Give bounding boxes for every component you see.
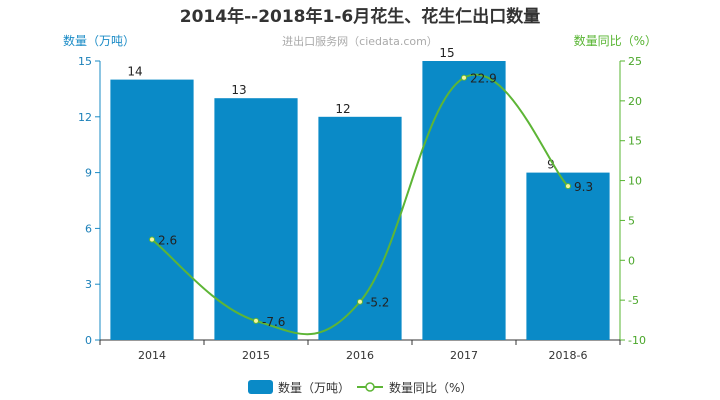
line-value-label: 2.6: [158, 234, 177, 248]
x-axis-tick-label: 2016: [346, 349, 374, 362]
line-point: [357, 298, 363, 305]
right-axis-tick-label: 15: [628, 135, 642, 148]
bar-value-label: 14: [127, 65, 142, 79]
left-axis-title: 数量（万吨）: [63, 33, 135, 48]
chart-title: 2014年--2018年1-6月花生、花生仁出口数量: [180, 6, 540, 27]
legend-bar-swatch: [248, 380, 273, 394]
plot-area: 0 3 6 9 12 15 -10 -5 0 5 10 15 20 25 2014 2015 2016 2017 2…: [78, 46, 646, 362]
right-axis-tick-label: -10: [628, 334, 646, 347]
legend-line-marker: [365, 382, 375, 392]
bar: [422, 61, 506, 340]
left-axis-tick-label: 6: [85, 222, 92, 235]
line-value-label: -7.6: [262, 315, 285, 329]
bar-value-label: 9: [547, 158, 555, 172]
line-value-label: -5.2: [366, 296, 389, 310]
right-axis-title: 数量同比（%）: [574, 33, 657, 48]
right-axis-tick-label: 0: [628, 254, 635, 267]
x-axis-tick-label: 2015: [242, 349, 270, 362]
left-axis-tick-label: 0: [85, 334, 92, 347]
right-axis-tick-label: 20: [628, 95, 642, 108]
right-axis-tick-label: -5: [628, 294, 639, 307]
bar-value-label: 15: [439, 46, 454, 60]
legend-line-label: 数量同比（%）: [389, 380, 472, 395]
bar-value-label: 13: [231, 83, 246, 97]
left-axis-tick-label: 9: [85, 167, 92, 180]
line-point: [565, 183, 571, 190]
left-axis-tick-label: 15: [78, 55, 92, 68]
legend-bar-label: 数量（万吨）: [278, 380, 350, 395]
x-axis-tick-label: 2018-6: [549, 349, 588, 362]
bar: [110, 79, 194, 340]
line-value-label: 22.9: [470, 72, 497, 86]
right-axis-tick-label: 10: [628, 175, 642, 188]
left-axis-tick-label: 12: [78, 111, 92, 124]
x-axis-tick-label: 2014: [138, 349, 166, 362]
line-point: [461, 74, 467, 81]
chart-subtitle: 进出口服务网（ciedata.com）: [282, 34, 438, 48]
bar: [214, 98, 298, 340]
bar: [526, 172, 610, 340]
line-value-label: 9.3: [574, 180, 593, 194]
line-point: [149, 236, 155, 243]
line-point: [253, 317, 259, 324]
bar-value-label: 12: [335, 102, 350, 116]
legend: 数量（万吨） 数量同比（%）: [248, 380, 472, 395]
right-axis-tick-label: 25: [628, 55, 642, 68]
left-axis-tick-label: 3: [85, 278, 92, 291]
right-axis-tick-label: 5: [628, 214, 635, 227]
x-axis-tick-label: 2017: [450, 349, 478, 362]
series-line: [151, 73, 569, 336]
